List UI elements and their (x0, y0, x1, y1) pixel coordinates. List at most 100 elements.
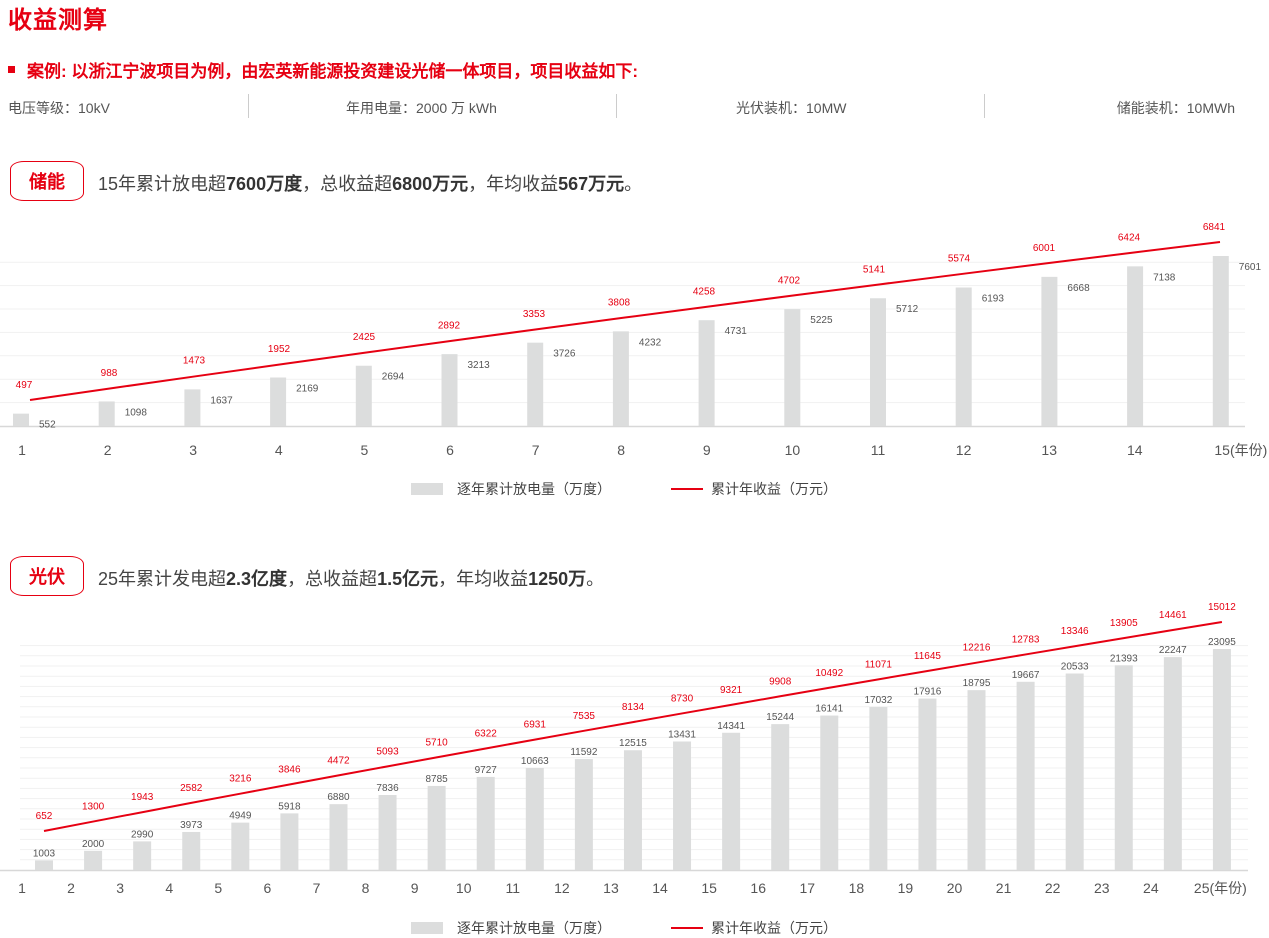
divider (616, 94, 617, 118)
line-value-label: 3216 (229, 774, 252, 785)
bar-value-label: 2000 (82, 839, 105, 850)
storage-summary: 15年累计放电超7600万度，总收益超6800万元，年均收益567万元。 (98, 170, 642, 196)
x-tick-label: 16 (750, 880, 766, 896)
x-tick-label: 15 (701, 880, 717, 896)
bar (280, 813, 299, 870)
bar-value-label: 5712 (896, 304, 919, 315)
bar (378, 795, 397, 870)
bar-value-label: 4232 (639, 337, 662, 348)
line-value-label: 8134 (622, 702, 645, 713)
storage-legend: 逐年累计放电量（万度） 累计年收益（万元） (411, 479, 837, 499)
line-value-label: 1943 (131, 792, 154, 803)
x-tick-label: 14 (1127, 442, 1143, 458)
legend-bar-swatch (411, 922, 443, 934)
case-text: 案例: 以浙江宁波项目为例，由宏英新能源投资建设光储一体项目，项目收益如下: (27, 62, 639, 81)
x-tick-label: 18 (849, 880, 865, 896)
bar (771, 724, 790, 870)
line-value-label: 1952 (268, 344, 291, 355)
x-tick-label: 10 (456, 880, 472, 896)
x-tick-label: 10 (785, 442, 801, 458)
bar (133, 841, 152, 870)
bar (623, 750, 642, 870)
bullet-square-icon (8, 66, 15, 73)
legend-line-swatch (671, 488, 703, 490)
info-value: 10MW (806, 100, 847, 116)
summary-highlight: 7600万度 (226, 174, 303, 194)
bar-value-label: 7601 (1239, 262, 1262, 273)
bar-value-label: 8785 (426, 774, 449, 785)
legend-line-label: 累计年收益（万元） (711, 920, 837, 936)
line-value-label: 3846 (278, 765, 301, 776)
summary-highlight: 2.3亿度 (226, 569, 288, 589)
x-tick-label: 19 (898, 880, 914, 896)
bar-value-label: 2990 (131, 829, 154, 840)
bar-value-label: 1003 (33, 848, 56, 859)
bar (84, 850, 103, 870)
line-value-label: 9321 (720, 685, 743, 696)
line-value-label: 11645 (914, 651, 942, 662)
bar (574, 759, 593, 870)
legend-bar-label: 逐年累计放电量（万度） (457, 481, 611, 497)
x-tick-label: 3 (189, 442, 197, 458)
bar-value-label: 13431 (668, 729, 696, 740)
bar-value-label: 9727 (475, 765, 498, 776)
bar-value-label: 10663 (521, 756, 549, 767)
line-value-label: 13905 (1110, 618, 1138, 629)
summary-text: ，总收益超 (302, 174, 393, 194)
line-value-label: 14461 (1159, 610, 1187, 621)
info-label: 光伏装机： (736, 100, 806, 116)
info-label: 年用电量： (346, 100, 416, 116)
bar (98, 401, 115, 426)
line-value-label: 8730 (671, 693, 694, 704)
bar (820, 715, 839, 870)
info-value: 10MWh (1186, 100, 1235, 116)
bar-value-label: 17032 (864, 695, 892, 706)
x-tick-label: 11 (871, 442, 886, 458)
bar (476, 776, 495, 870)
line-value-label: 4472 (327, 755, 350, 766)
summary-text: 。 (586, 569, 605, 589)
line-value-label: 5574 (948, 254, 971, 265)
bar-value-label: 6668 (1067, 283, 1090, 294)
bar-value-label: 20533 (1061, 662, 1089, 673)
bar-value-label: 1637 (210, 395, 233, 406)
bar (1041, 276, 1058, 426)
bar-value-label: 6880 (327, 792, 350, 803)
x-tick-label: 13 (603, 880, 619, 896)
page-title: 收益测算 (8, 7, 108, 34)
line-value-label: 2425 (353, 332, 376, 343)
bar-value-label: 4731 (725, 326, 748, 337)
bar-value-label: 3213 (468, 360, 491, 371)
legend-line-label: 累计年收益（万元） (711, 481, 837, 497)
x-tick-label: 14 (652, 880, 668, 896)
summary-text: ，总收益超 (287, 569, 378, 589)
summary-text: 25年累计发电超 (98, 569, 227, 589)
info-label: 储能装机： (1116, 100, 1187, 116)
x-tick-label: 9 (411, 880, 419, 896)
legend-bar-label: 逐年累计放电量（万度） (457, 920, 611, 936)
bar (182, 831, 201, 870)
line-value-label: 988 (101, 368, 118, 379)
bar-value-label: 3973 (180, 820, 203, 831)
x-tick-label: 5 (361, 442, 369, 458)
x-tick-label: 24 (1143, 880, 1159, 896)
pv-summary: 25年累计发电超2.3亿度，总收益超1.5亿元，年均收益1250万。 (98, 565, 604, 591)
bar (1114, 665, 1133, 870)
summary-highlight: 567万元 (558, 174, 625, 194)
x-tick-label: 20 (947, 880, 963, 896)
bar (329, 804, 348, 870)
bar-value-label: 19667 (1012, 670, 1040, 681)
summary-text: 15年累计放电超 (98, 174, 227, 194)
bar-value-label: 5918 (278, 801, 301, 812)
x-tick-label: 21 (996, 880, 1012, 896)
x-tick-label: 5 (214, 880, 222, 896)
x-tick-label: 4 (165, 880, 173, 896)
x-tick-label: 9 (703, 442, 711, 458)
bar (1127, 266, 1144, 426)
info-annual-consumption: 年用电量：2000 万 kWh (346, 98, 497, 118)
x-tick-label: 22 (1045, 880, 1061, 896)
bar (1163, 657, 1182, 870)
line-value-label: 12216 (963, 643, 991, 654)
line-value-label: 6001 (1033, 243, 1056, 254)
legend-bar-swatch (411, 483, 443, 495)
